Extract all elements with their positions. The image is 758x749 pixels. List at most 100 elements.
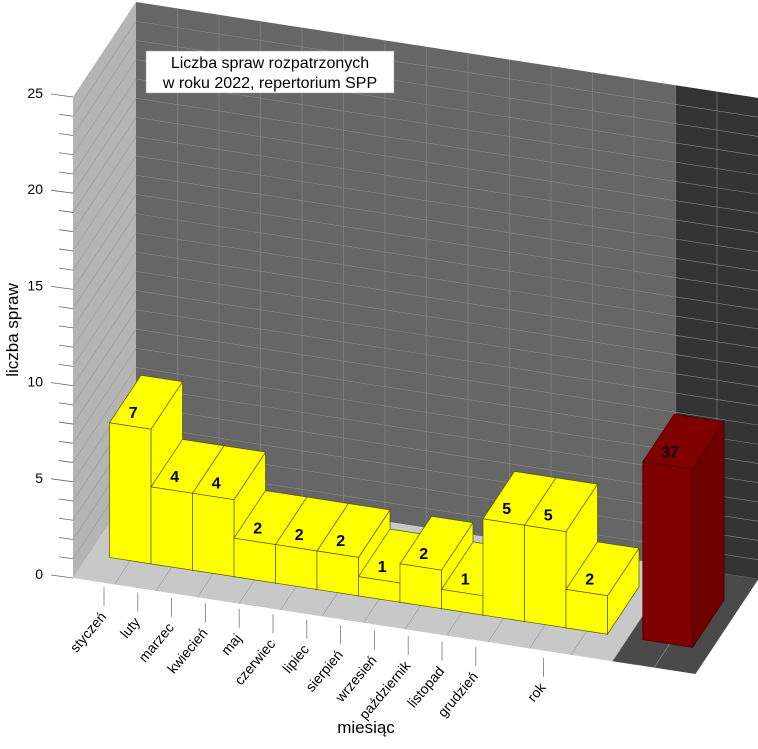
- y-tick-label: 0: [35, 566, 43, 582]
- x-tick-label: lipiec: [279, 641, 312, 676]
- grid-line: [135, 78, 758, 176]
- bar-front-face: [109, 422, 152, 565]
- grid-line: [72, 136, 137, 232]
- grid-line: [135, 174, 758, 272]
- bar-front-face: [233, 537, 276, 584]
- chart-title: Liczba spraw rozpatrzonych w roku 2022, …: [145, 50, 395, 94]
- y-tick-label: 15: [27, 277, 43, 293]
- y-tick: [58, 537, 74, 540]
- y-tick: [50, 93, 74, 98]
- bar-value-label: 2: [419, 546, 428, 563]
- y-tick-label: 25: [27, 85, 43, 101]
- y-tick: [50, 382, 74, 386]
- grid-line: [135, 290, 758, 387]
- y-tick: [58, 498, 74, 502]
- y-tick: [58, 421, 74, 425]
- bar-front-face: [275, 544, 318, 590]
- grid-line: [72, 59, 137, 155]
- chart-bars: 7 4 4 2 2 2 1 2 1 5 5 2 37: [108, 374, 725, 649]
- x-tick-label: luty: [117, 614, 143, 641]
- grid-line: [72, 328, 137, 425]
- bar-total: 37: [642, 413, 725, 649]
- grid-line: [72, 174, 137, 271]
- bar-front-face: [482, 518, 525, 622]
- grid-line: [72, 290, 137, 386]
- y-tick: [58, 210, 74, 213]
- y-tick: [58, 363, 74, 367]
- grid-line: [135, 117, 758, 214]
- grid-line: [72, 251, 137, 348]
- grid-line: [135, 194, 758, 291]
- bar-front-face: [524, 524, 567, 629]
- x-axis-label: miesiąc: [337, 718, 395, 737]
- bar-value-label: 1: [461, 572, 470, 589]
- grid-line: [135, 213, 758, 310]
- bar-grudzień: 2: [565, 541, 640, 636]
- y-tick: [50, 478, 74, 483]
- grid-line: [72, 98, 137, 194]
- grid-line: [72, 367, 137, 463]
- y-tick: [58, 248, 74, 252]
- y-tick: [58, 113, 74, 117]
- x-tick-label: styczeń: [67, 609, 110, 656]
- y-tick: [58, 325, 74, 329]
- grid-line: [135, 20, 758, 118]
- y-tick: [58, 440, 74, 444]
- bar-front-face: [565, 588, 608, 635]
- bar-value-label: 2: [336, 533, 345, 550]
- grid-line: [135, 136, 758, 233]
- grid-line: [135, 348, 758, 445]
- bar-value-label: 2: [585, 572, 594, 589]
- y-axis-label: liczba spraw: [3, 283, 22, 377]
- y-tick: [50, 286, 74, 290]
- y-tick: [58, 229, 74, 233]
- grid-line: [135, 251, 758, 349]
- grid-line: [72, 213, 137, 309]
- grid-line: [135, 155, 758, 253]
- grid-line: [135, 328, 758, 426]
- bar-value-label: 1: [378, 559, 387, 576]
- bar-front-face: [642, 461, 693, 648]
- x-tick-label: rok: [524, 679, 549, 705]
- bar-front-face: [316, 550, 359, 597]
- title-line-1: Liczba spraw rozpatrzonych: [171, 55, 369, 72]
- grid-line: [135, 309, 758, 407]
- bar-value-label: 5: [544, 507, 553, 524]
- y-tick: [58, 133, 74, 136]
- grid-line: [72, 78, 137, 175]
- grid-line: [135, 97, 758, 195]
- grid-line: [72, 271, 137, 367]
- y-tick: [58, 460, 74, 463]
- bar-value-label: 7: [129, 405, 138, 422]
- grid-line: [72, 232, 137, 329]
- y-tick: [58, 171, 74, 175]
- bar-value-label: 4: [170, 469, 179, 486]
- y-tick-label: 5: [35, 470, 43, 486]
- bar-value-label: 2: [295, 527, 304, 544]
- y-tick: [58, 402, 74, 406]
- y-tick-label: 10: [27, 374, 43, 390]
- grid-line: [135, 271, 758, 368]
- grid-line: [72, 348, 137, 444]
- title-line-2: w roku 2022, repertorium SPP: [162, 75, 377, 92]
- grid-line: [72, 21, 137, 117]
- y-tick-label: 20: [27, 181, 43, 197]
- grid-line: [72, 194, 137, 290]
- y-tick: [58, 152, 74, 156]
- bar-front-face: [192, 492, 235, 578]
- y-tick: [50, 189, 74, 194]
- y-tick: [58, 344, 74, 348]
- bar-value-label: 4: [212, 475, 221, 492]
- bar-value-label: 5: [502, 501, 511, 518]
- back-wall: [136, 2, 676, 567]
- bar-front-face: [399, 563, 442, 610]
- y-tick: [58, 517, 74, 521]
- bar-value-label: 37: [661, 444, 679, 461]
- grid-line: [72, 117, 137, 213]
- grid-line: [72, 155, 137, 252]
- title-box: [145, 50, 395, 94]
- x-tick-label: maj: [218, 630, 245, 658]
- grid-line: [72, 309, 137, 406]
- y-tick: [58, 556, 74, 560]
